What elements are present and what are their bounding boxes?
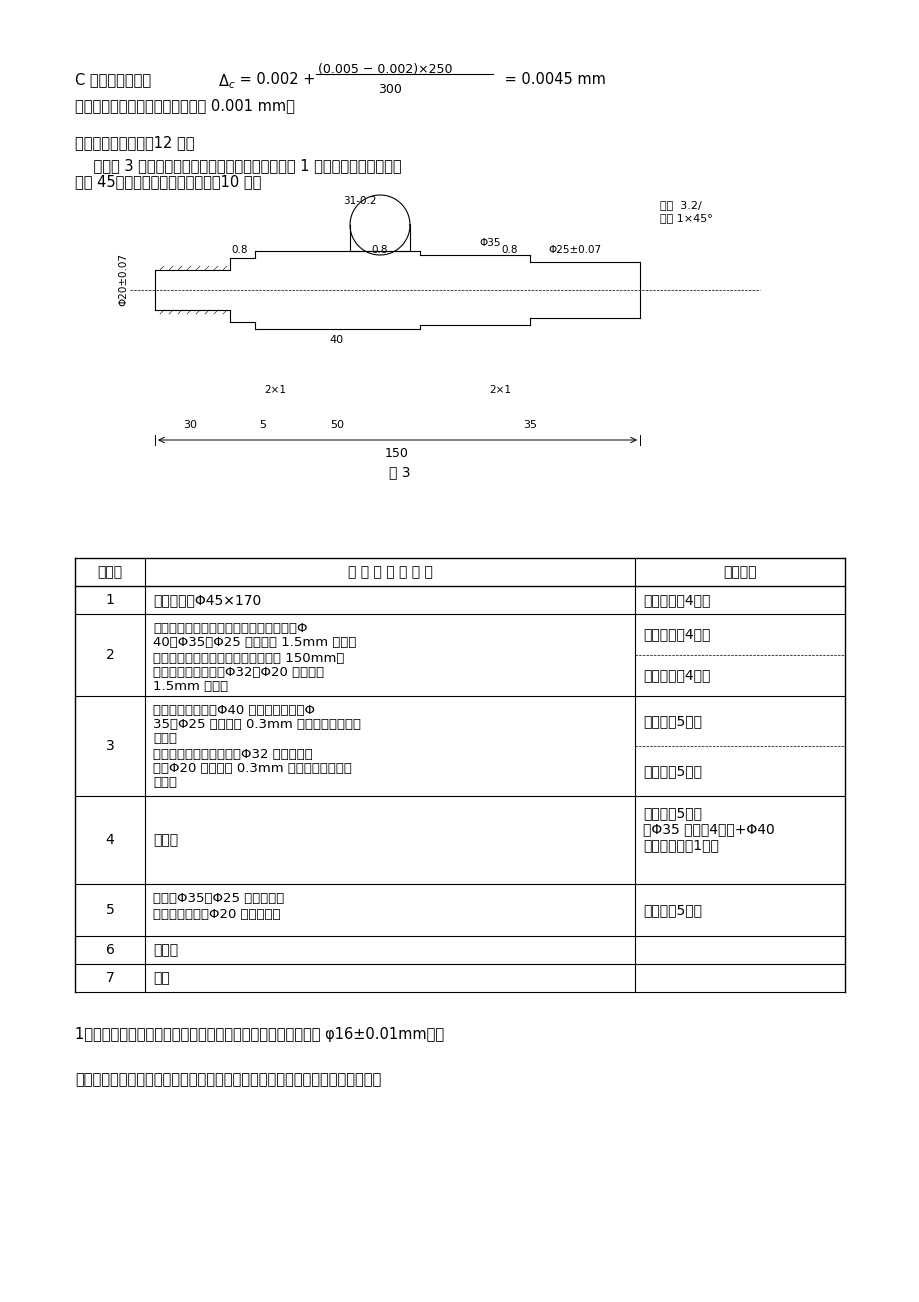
- Text: 3: 3: [106, 740, 114, 753]
- Text: 工 序 名 称 及 内 容: 工 序 名 称 及 内 容: [347, 565, 432, 579]
- Text: 2×1: 2×1: [489, 385, 510, 395]
- Text: 顶尖孔（5点）: 顶尖孔（5点）: [642, 764, 701, 779]
- Text: 料为 45，毛坯为棒料，生产批量：10 件。: 料为 45，毛坯为棒料，生产批量：10 件。: [75, 174, 261, 189]
- Text: 1．在甲、乙两台机床上加工同一种销轴，销轴外径尺寸要求为 φ16±0.01mm。加: 1．在甲、乙两台机床上加工同一种销轴，销轴外径尺寸要求为 φ16±0.01mm。…: [75, 1027, 444, 1042]
- Text: 下料，棒料Φ45×170: 下料，棒料Φ45×170: [153, 592, 261, 607]
- Text: 5: 5: [259, 421, 267, 430]
- Text: 7: 7: [106, 971, 114, 986]
- Text: 其余  3.2/: 其余 3.2/: [659, 201, 701, 210]
- Text: 加工后，零件成锥形，锥度误差为 0.001 mm。: 加工后，零件成锥形，锥度误差为 0.001 mm。: [75, 98, 295, 113]
- Text: 1.5mm 余量。: 1.5mm 余量。: [153, 680, 228, 693]
- Text: 图 3: 图 3: [389, 465, 410, 479]
- Text: $\Delta_c$: $\Delta_c$: [218, 72, 235, 91]
- Text: 0.8: 0.8: [501, 245, 517, 255]
- Text: 磨一端Φ35、Φ25 外圆，成；: 磨一端Φ35、Φ25 外圆，成；: [153, 892, 284, 905]
- Text: 35: 35: [522, 421, 537, 430]
- Text: Φ35: Φ35: [479, 238, 500, 247]
- Text: C 点处的位移量：: C 点处的位移量：: [75, 72, 160, 87]
- Text: 1: 1: [106, 592, 114, 607]
- Text: 2: 2: [106, 648, 114, 661]
- Text: 外圆右端面（1点）: 外圆右端面（1点）: [642, 838, 718, 852]
- Text: 5: 5: [106, 904, 114, 917]
- Text: 2×1: 2×1: [264, 385, 286, 395]
- Text: 外圆表面（4点）: 外圆表面（4点）: [642, 628, 709, 641]
- Text: 顶尖定位，半精车Φ40 外圆，成；精车Φ: 顶尖定位，半精车Φ40 外圆，成；精车Φ: [153, 704, 314, 717]
- Text: 去毛刺: 去毛刺: [153, 943, 178, 957]
- Text: Φ20±0.07: Φ20±0.07: [118, 254, 128, 306]
- Text: 铣键槽: 铣键槽: [153, 833, 178, 848]
- Text: 编制图 3 所示阶梯轴零件的工艺规程，并填写在表 1 所示的表格中。零件材: 编制图 3 所示阶梯轴零件的工艺规程，并填写在表 1 所示的表格中。零件材: [75, 158, 402, 173]
- Text: 外圆表面（4点）: 外圆表面（4点）: [642, 668, 709, 682]
- Text: 35、Φ25 外圆，留 0.3mm 磨量；切退刀槽，: 35、Φ25 外圆，留 0.3mm 磨量；切退刀槽，: [153, 717, 360, 730]
- Text: = 0.0045 mm: = 0.0045 mm: [499, 72, 606, 87]
- Text: 工后检验发现两台机床加工的销轴，其外径尺寸均接近正态分布，平均值分别为: 工后检验发现两台机床加工的销轴，其外径尺寸均接近正态分布，平均值分别为: [75, 1072, 380, 1087]
- Text: 打中心孔；粗车左端Φ32、Φ20 外圆，留: 打中心孔；粗车左端Φ32、Φ20 外圆，留: [153, 667, 323, 680]
- Text: 顶尖孔（5点）: 顶尖孔（5点）: [642, 806, 701, 820]
- Text: 顶尖孔（5点）: 顶尖孔（5点）: [642, 904, 701, 917]
- Text: 0.8: 0.8: [371, 245, 388, 255]
- Text: 夹左端，车右端面，打中心孔；粗车右端Φ: 夹左端，车右端面，打中心孔；粗车右端Φ: [153, 622, 307, 635]
- Text: 定位基准: 定位基准: [722, 565, 756, 579]
- Text: 4: 4: [106, 833, 114, 848]
- Text: 精车Φ20 外圆，留 0.3mm 磨量；切退刀槽，: 精车Φ20 外圆，留 0.3mm 磨量；切退刀槽，: [153, 762, 351, 775]
- Text: Φ25±0.07: Φ25±0.07: [548, 245, 601, 255]
- Text: 30: 30: [183, 421, 197, 430]
- Text: 外圆表面（4点）: 外圆表面（4点）: [642, 592, 709, 607]
- Text: (0.005 − 0.002)×250: (0.005 − 0.002)×250: [318, 62, 452, 76]
- Text: = 0.002 +: = 0.002 +: [234, 72, 320, 87]
- Text: 调头，夹右端，车左端面，保证全长 150mm，: 调头，夹右端，车左端面，保证全长 150mm，: [153, 652, 344, 665]
- Text: 倒角。: 倒角。: [153, 776, 176, 789]
- Text: 6: 6: [106, 943, 114, 957]
- Text: 顶尖孔（5点）: 顶尖孔（5点）: [642, 713, 701, 728]
- Text: 或Φ35 外圆（4点）+Φ40: 或Φ35 外圆（4点）+Φ40: [642, 822, 774, 836]
- Text: 31-0.2: 31-0.2: [343, 197, 377, 206]
- Text: 倒角 1×45°: 倒角 1×45°: [659, 214, 712, 223]
- Text: 调头，磨另一端Φ20 外圆，成。: 调头，磨另一端Φ20 外圆，成。: [153, 907, 280, 921]
- Text: 40: 40: [330, 335, 344, 345]
- Text: 300: 300: [378, 83, 402, 96]
- Text: 倒角。: 倒角。: [153, 732, 176, 745]
- Text: 检验: 检验: [153, 971, 170, 986]
- Text: 40、Φ35、Φ25 外圆，留 1.5mm 余量。: 40、Φ35、Φ25 外圆，留 1.5mm 余量。: [153, 635, 356, 648]
- Text: 调头，顶尖定位，半精车Φ32 外圆，成；: 调头，顶尖定位，半精车Φ32 外圆，成；: [153, 749, 312, 760]
- Text: 0.8: 0.8: [232, 245, 248, 255]
- Text: 150: 150: [385, 447, 408, 460]
- Text: 工序号: 工序号: [97, 565, 122, 579]
- Text: 50: 50: [330, 421, 344, 430]
- Text: 七、编制工艺规程（12 分）: 七、编制工艺规程（12 分）: [75, 135, 194, 150]
